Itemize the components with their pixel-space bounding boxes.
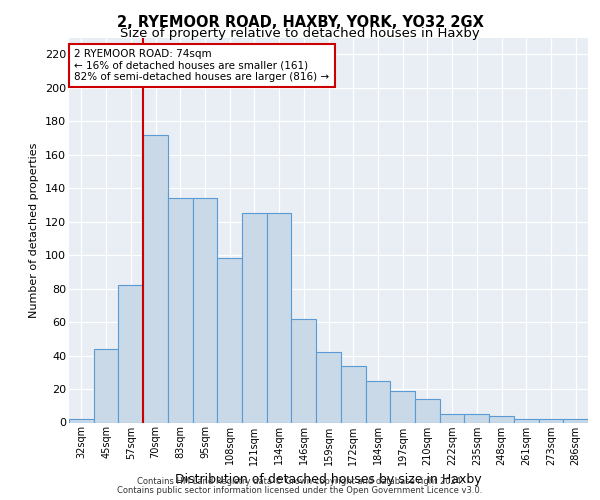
Text: Contains HM Land Registry data © Crown copyright and database right 2024.: Contains HM Land Registry data © Crown c…	[137, 477, 463, 486]
Bar	[193, 198, 217, 422]
Text: 2 RYEMOOR ROAD: 74sqm
← 16% of detached houses are smaller (161)
82% of semi-det: 2 RYEMOOR ROAD: 74sqm ← 16% of detached …	[74, 49, 329, 82]
Bar	[292, 318, 316, 422]
Bar	[563, 419, 588, 422]
Bar	[415, 399, 440, 422]
Bar	[390, 390, 415, 422]
Bar	[118, 285, 143, 422]
Text: 2, RYEMOOR ROAD, HAXBY, YORK, YO32 2GX: 2, RYEMOOR ROAD, HAXBY, YORK, YO32 2GX	[116, 15, 484, 30]
Bar	[365, 380, 390, 422]
Bar	[267, 214, 292, 422]
Bar	[69, 419, 94, 422]
Y-axis label: Number of detached properties: Number of detached properties	[29, 142, 40, 318]
Bar	[489, 416, 514, 422]
Bar	[217, 258, 242, 422]
Bar	[168, 198, 193, 422]
Bar	[464, 414, 489, 422]
Bar	[143, 134, 168, 422]
Bar	[440, 414, 464, 422]
Bar	[539, 419, 563, 422]
Text: Size of property relative to detached houses in Haxby: Size of property relative to detached ho…	[120, 28, 480, 40]
Bar	[316, 352, 341, 422]
X-axis label: Distribution of detached houses by size in Haxby: Distribution of detached houses by size …	[175, 473, 482, 486]
Bar	[242, 214, 267, 422]
Bar	[341, 366, 365, 422]
Bar	[514, 419, 539, 422]
Text: Contains public sector information licensed under the Open Government Licence v3: Contains public sector information licen…	[118, 486, 482, 495]
Bar	[94, 349, 118, 422]
